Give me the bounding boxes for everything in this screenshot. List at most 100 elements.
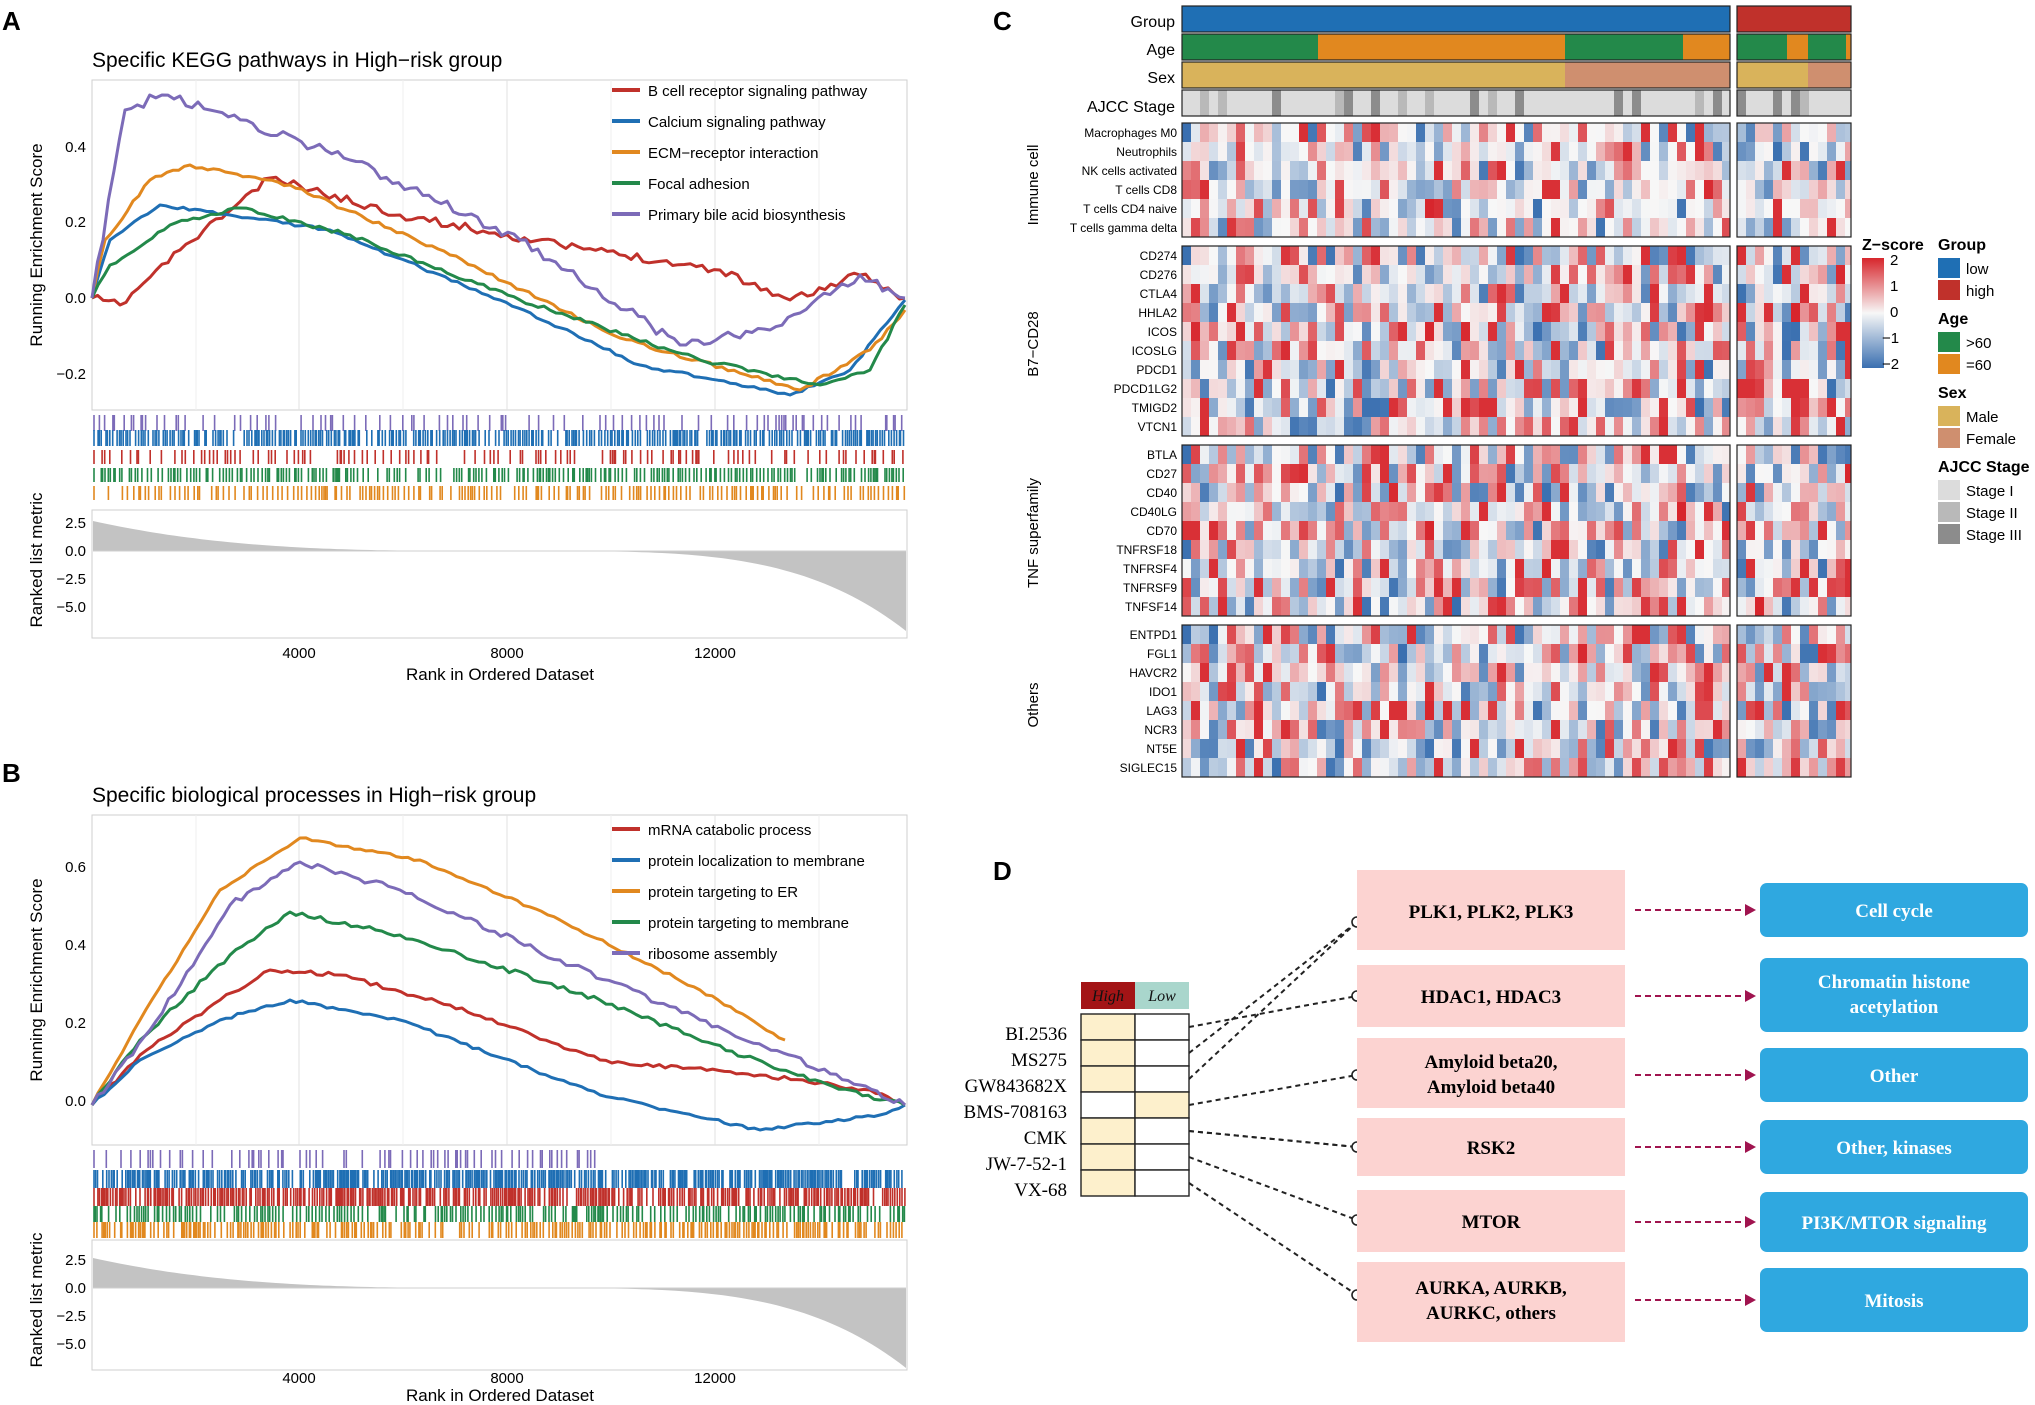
- heatmap-cell: [1452, 322, 1461, 341]
- heatmap-cell: [1461, 341, 1470, 360]
- heatmap-cell: [1326, 644, 1335, 663]
- heatmap-cell: [1818, 559, 1827, 578]
- heatmap-cell: [1773, 540, 1782, 559]
- heatmap-cell: [1704, 758, 1713, 777]
- heatmap-cell: [1587, 758, 1596, 777]
- heatmap-cell: [1722, 597, 1730, 616]
- heatmap-cell: [1587, 540, 1596, 559]
- annot-border: [1736, 61, 1852, 89]
- heatmap-cell: [1245, 445, 1254, 464]
- heatmap-cell: [1704, 521, 1713, 540]
- heatmap-cell: [1506, 265, 1515, 284]
- heatmap-cell: [1623, 303, 1632, 322]
- heatmap-cell: [1236, 483, 1245, 502]
- heatmap-cell: [1452, 265, 1461, 284]
- heatmap-cell: [1344, 398, 1353, 417]
- heatmap-cell: [1461, 199, 1470, 218]
- heatmap-cell: [1668, 559, 1677, 578]
- heatmap-cell: [1809, 502, 1818, 521]
- heatmap-cell: [1470, 663, 1479, 682]
- heatmap-cell: [1818, 398, 1827, 417]
- panel-a-gridlines: [195, 80, 820, 410]
- heatmap-cell: [1416, 398, 1425, 417]
- heatmap-cell: [1236, 161, 1245, 180]
- panel-b-rank-yticks: 2.5 0.0 −2.5 −5.0: [56, 1252, 86, 1353]
- heatmap-cell: [1722, 758, 1730, 777]
- heatmap-cell: [1317, 341, 1326, 360]
- heatmap-cell: [1434, 521, 1443, 540]
- heatmap-cell: [1443, 720, 1452, 739]
- heatmap-cell: [1290, 739, 1299, 758]
- heatmap-cell: [1506, 246, 1515, 265]
- heatmap-cell: [1836, 180, 1845, 199]
- heatmap-cell: [1308, 379, 1317, 398]
- heatmap-cell: [1245, 246, 1254, 265]
- heatmap-cell: [1362, 123, 1371, 142]
- a-es-ytick-0: 0.4: [65, 139, 86, 156]
- heatmap-cell: [1695, 597, 1704, 616]
- heatmap-cell: [1551, 445, 1560, 464]
- heatmap-cell: [1299, 758, 1308, 777]
- heatmap-cell: [1533, 720, 1542, 739]
- legend-swatch-stage3: [1938, 524, 1960, 544]
- heatmap-cell: [1227, 303, 1236, 322]
- row-label: ICOSLG: [1132, 344, 1177, 358]
- heatmap-cell: [1569, 379, 1578, 398]
- heatmap-cell: [1191, 720, 1200, 739]
- heatmap-cell: [1845, 246, 1851, 265]
- heatmap-cell: [1488, 540, 1497, 559]
- heatmap-cell: [1425, 663, 1434, 682]
- heatmap-cell: [1389, 720, 1398, 739]
- annot-ajcc-cell: [1479, 90, 1488, 116]
- heatmap-cell: [1191, 180, 1200, 199]
- heatmap-cell: [1362, 360, 1371, 379]
- heatmap-cell: [1452, 445, 1461, 464]
- heatmap-cell: [1560, 246, 1569, 265]
- heatmap-cell: [1818, 445, 1827, 464]
- heatmap-cell: [1443, 303, 1452, 322]
- heatmap-cell: [1245, 123, 1254, 142]
- heatmap-cell: [1299, 483, 1308, 502]
- heatmap-cell: [1551, 682, 1560, 701]
- heatmap-cell: [1737, 445, 1746, 464]
- heatmap-cell: [1755, 644, 1764, 663]
- heatmap-cell: [1461, 322, 1470, 341]
- heatmap-cell: [1704, 284, 1713, 303]
- heatmap-cell: [1737, 398, 1746, 417]
- heatmap-cell: [1398, 663, 1407, 682]
- heatmap-cell: [1353, 559, 1362, 578]
- heatmap-cell: [1746, 199, 1755, 218]
- heatmap-cell: [1263, 502, 1272, 521]
- heatmap-cell: [1596, 540, 1605, 559]
- heatmap-cell: [1380, 483, 1389, 502]
- heatmap-cell: [1182, 625, 1191, 644]
- heatmap-cell: [1398, 246, 1407, 265]
- target-label: PLK1, PLK2, PLK3: [1409, 902, 1574, 923]
- b-legend-label-3: protein targeting to membrane: [648, 915, 849, 932]
- heatmap-cell: [1281, 644, 1290, 663]
- heatmap-cell: [1605, 540, 1614, 559]
- heatmap-cell: [1227, 341, 1236, 360]
- heatmap-cell: [1236, 758, 1245, 777]
- heatmap-cell: [1290, 720, 1299, 739]
- heatmap-cell: [1791, 682, 1800, 701]
- heatmap-cell: [1845, 123, 1851, 142]
- heatmap-cell: [1407, 445, 1416, 464]
- heatmap-cell: [1245, 161, 1254, 180]
- heatmap-cell: [1791, 521, 1800, 540]
- panel-b-ylabel: Running Enrichment Score: [27, 878, 46, 1081]
- heatmap-cell: [1668, 142, 1677, 161]
- heatmap-cell: [1836, 720, 1845, 739]
- annot-ajcc-cell: [1488, 90, 1497, 116]
- heatmap-cell: [1470, 379, 1479, 398]
- heatmap-cell: [1623, 559, 1632, 578]
- heatmap-cell: [1515, 360, 1524, 379]
- heatmap-cell: [1191, 379, 1200, 398]
- legend-swatch-gt60: [1938, 332, 1960, 352]
- annot-ajcc-cell: [1254, 90, 1263, 116]
- heatmap-cell: [1281, 284, 1290, 303]
- heatmap-cell: [1245, 284, 1254, 303]
- heatmap-cell: [1623, 445, 1632, 464]
- heatmap-cell: [1380, 597, 1389, 616]
- heatmap-cell: [1836, 398, 1845, 417]
